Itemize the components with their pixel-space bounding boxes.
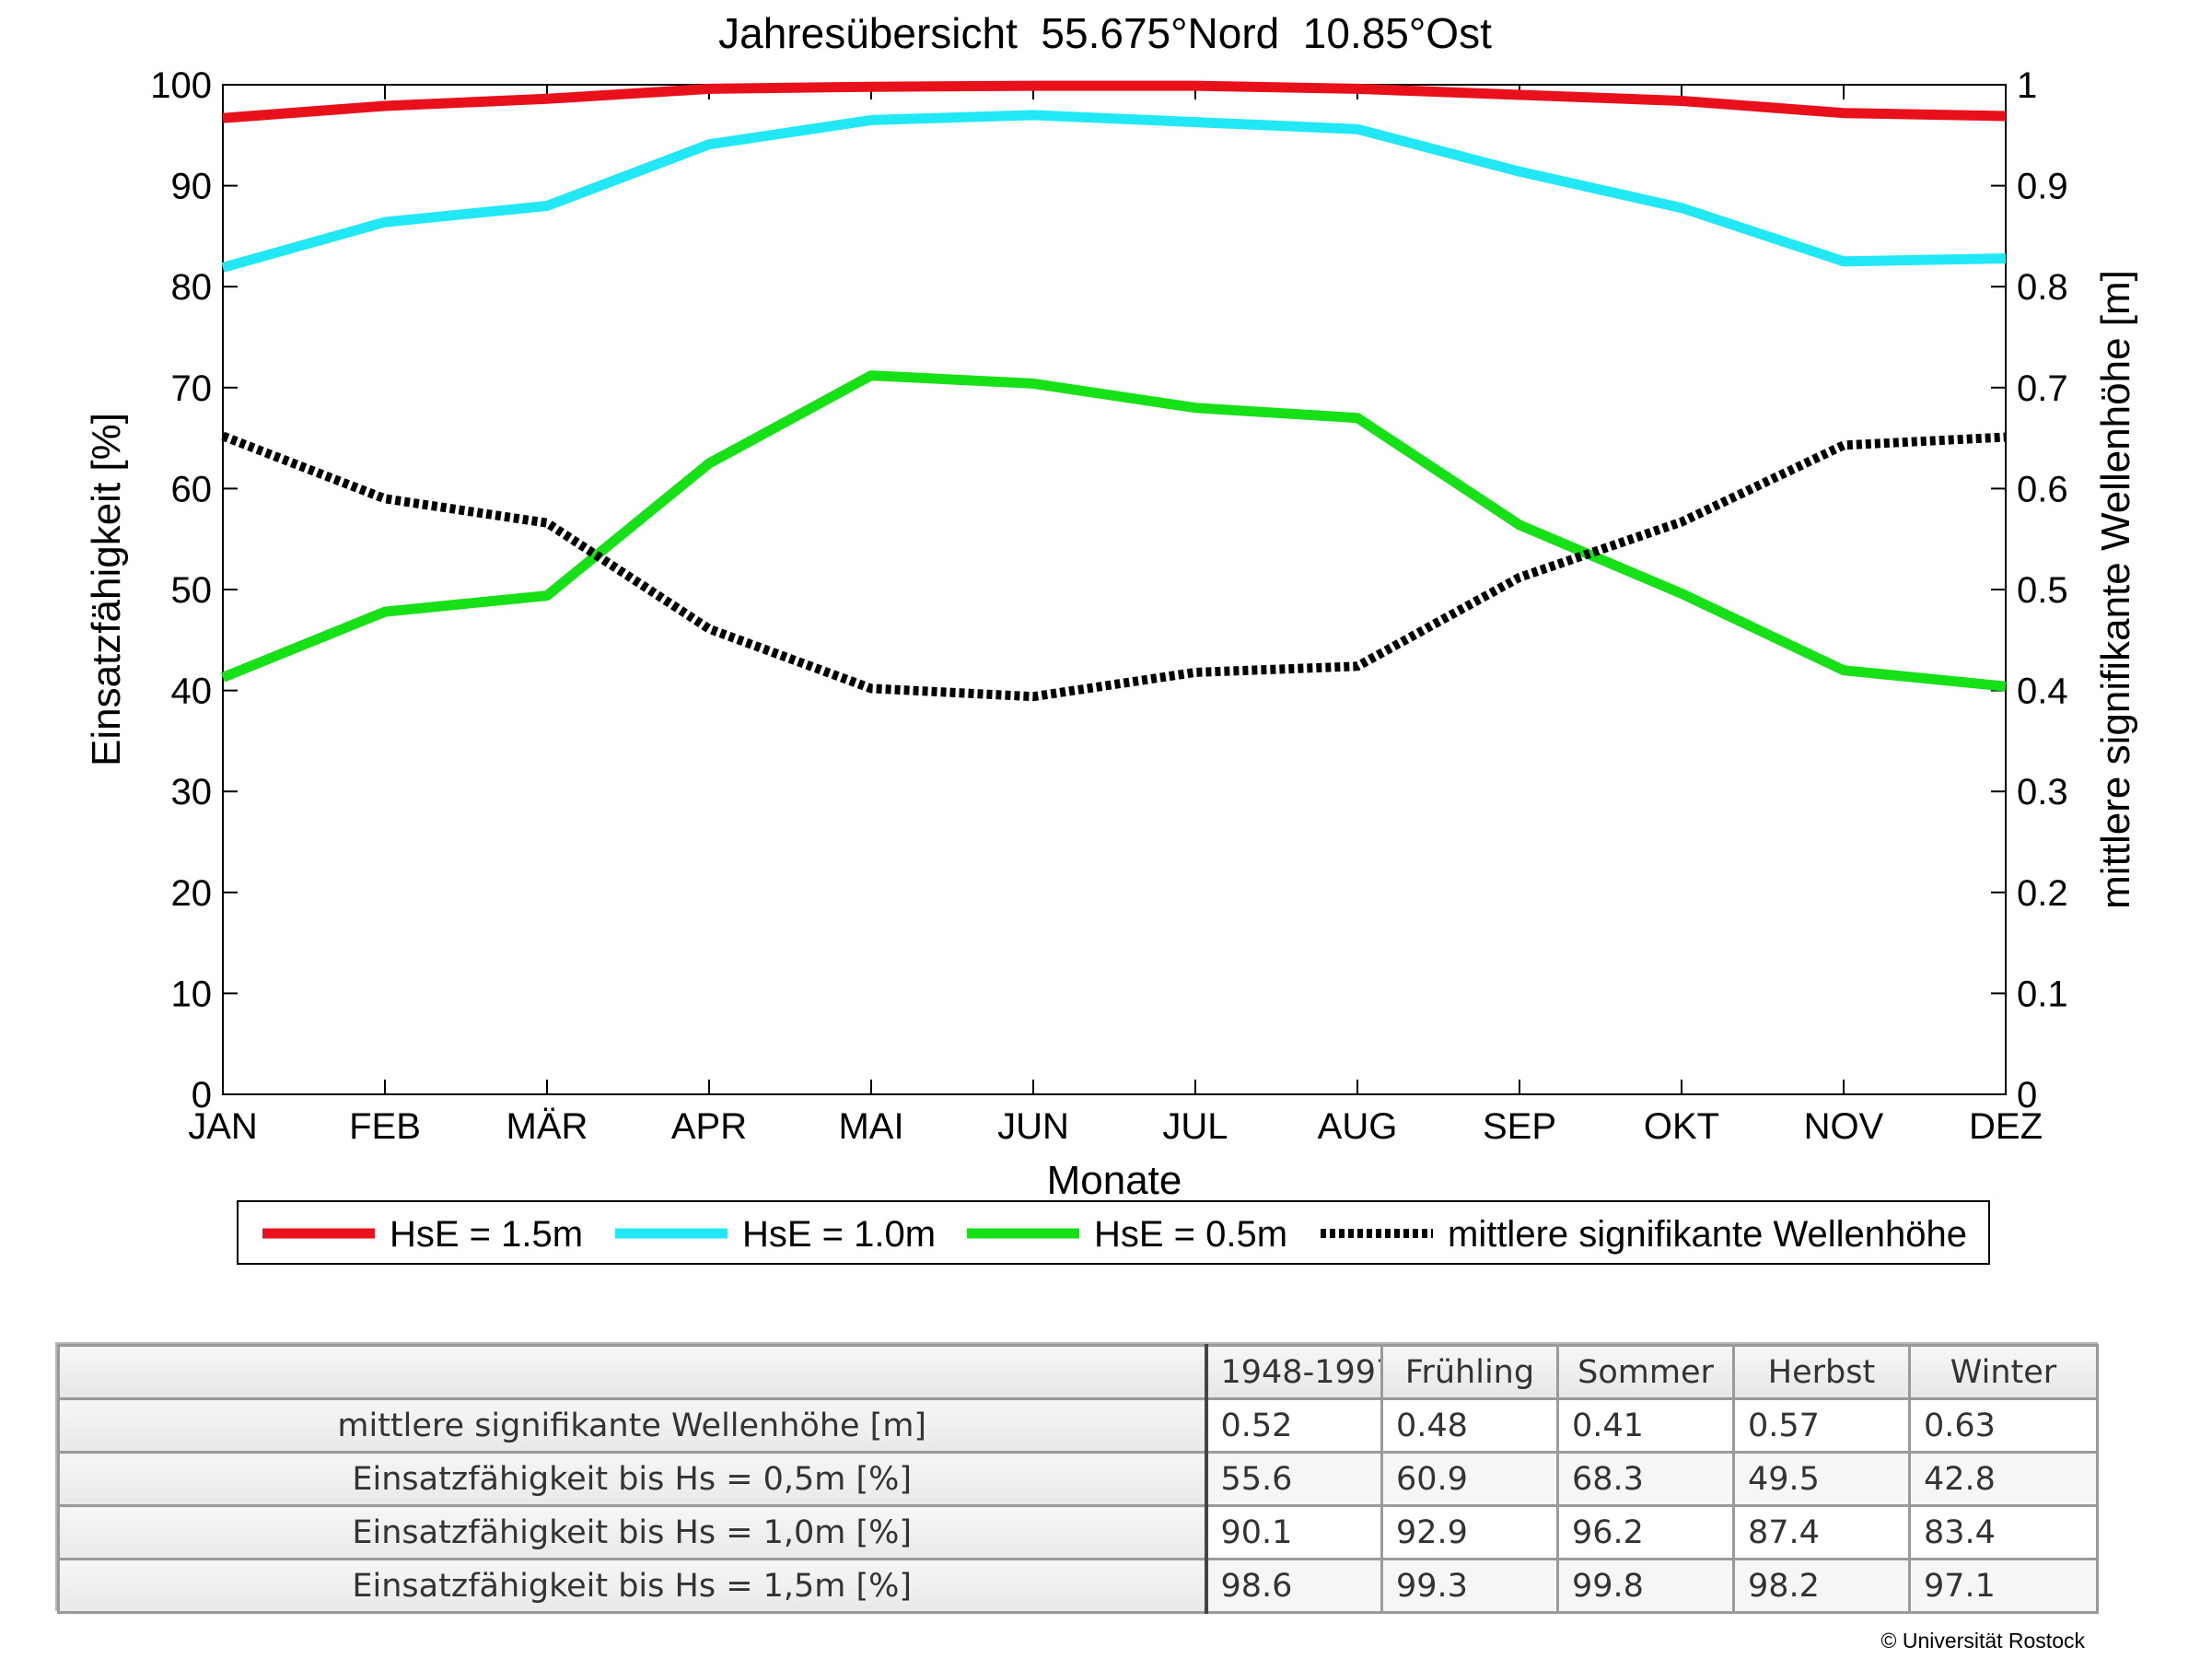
x-tick-label: AUG — [1318, 1106, 1398, 1147]
right-axis-ticks: 0 0.1 0.2 0.3 0.4 0.5 0.6 0.7 0.8 0.9 1 — [1991, 65, 2068, 1116]
x-tick-label: NOV — [1804, 1106, 1884, 1147]
y-tick-label: 100 — [150, 65, 212, 106]
table-row: Einsatzfähigkeit bis Hs = 1,0m [%] 90.1 … — [57, 1504, 2099, 1560]
table-cell: 0.57 — [1732, 1397, 1911, 1454]
summary-table-frame: 1948-1997 Frühling Sommer Herbst Winter … — [55, 1342, 2099, 1614]
series-line-4 — [221, 431, 2007, 702]
table-cell: 0.63 — [1908, 1397, 2099, 1454]
y2-tick-label: 1 — [2017, 65, 2037, 106]
table-cell: 68.3 — [1556, 1451, 1735, 1507]
summary-table: 1948-1997 Frühling Sommer Herbst Winter … — [57, 1344, 2099, 1614]
table-cell: 98.6 — [1205, 1558, 1383, 1614]
table-row-label: Einsatzfähigkeit bis Hs = 0,5m [%] — [57, 1451, 1208, 1507]
table-cell: 99.3 — [1380, 1558, 1559, 1614]
y2-axis-label: mittlere signifikante Wellenhöhe [m] — [2093, 270, 2138, 909]
x-tick-label: JUN — [997, 1106, 1069, 1147]
table-header-spring: Frühling — [1380, 1344, 1559, 1400]
chart-title: Jahresübersicht 55.675°Nord 10.85°Ost — [718, 9, 1492, 57]
table-header-winter: Winter — [1908, 1344, 2099, 1400]
table-row: mittlere signifikante Wellenhöhe [m] 0.5… — [57, 1397, 2099, 1454]
table-row-label: Einsatzfähigkeit bis Hs = 1,0m [%] — [57, 1504, 1208, 1560]
table-row: Einsatzfähigkeit bis Hs = 0,5m [%] 55.6 … — [57, 1451, 2099, 1507]
y2-tick-label: 0.2 — [2017, 873, 2068, 914]
y-tick-label: 70 — [171, 368, 213, 409]
table-cell: 0.52 — [1205, 1397, 1383, 1454]
series-line-1 — [222, 80, 2007, 123]
x-tick-label: MÄR — [506, 1106, 588, 1147]
copyright-note: © Universität Rostock — [1880, 1629, 2085, 1653]
table-cell: 60.9 — [1380, 1451, 1559, 1507]
left-axis-ticks: 0 10 20 30 40 50 60 70 80 90 100 — [150, 65, 238, 1116]
x-tick-label: SEP — [1483, 1106, 1556, 1147]
y2-tick-label: 0.1 — [2017, 974, 2068, 1014]
y-tick-label: 0 — [192, 1075, 212, 1116]
legend-box — [237, 1200, 1990, 1265]
x-tick-label: JUL — [1162, 1106, 1228, 1147]
table-cell: 0.48 — [1380, 1397, 1559, 1454]
table-header-row: 1948-1997 Frühling Sommer Herbst Winter — [57, 1344, 2099, 1400]
y-tick-label: 90 — [171, 167, 213, 207]
table-cell: 87.4 — [1732, 1504, 1911, 1560]
y2-tick-label: 0.6 — [2017, 469, 2068, 509]
plot-area — [222, 84, 2007, 1095]
x-axis-ticks: JAN FEB MÄR APR MAI JUN JUL AUG SEP OKT NOV DEZ — [188, 85, 2043, 1147]
x-tick-label: OKT — [1644, 1106, 1719, 1147]
y-tick-label: 40 — [171, 672, 213, 712]
legend: HsE = 1.5m HsE = 1.0m HsE = 0.5m mittlere s… — [237, 1200, 1990, 1265]
table-row-label: mittlere signifikante Wellenhöhe [m] — [57, 1397, 1208, 1454]
x-tick-label: MAI — [838, 1106, 903, 1147]
table-header-period: 1948-1997 — [1205, 1344, 1383, 1400]
y2-tick-label: 0.4 — [2017, 672, 2068, 712]
y2-tick-label: 0.7 — [2017, 368, 2068, 409]
y2-tick-label: 0.3 — [2017, 772, 2068, 812]
table-header-summer: Sommer — [1556, 1344, 1735, 1400]
y2-tick-label: 0.8 — [2017, 267, 2068, 308]
x-tick-label: JAN — [188, 1106, 258, 1147]
table-cell: 98.2 — [1732, 1558, 1911, 1614]
table-header-autumn: Herbst — [1732, 1344, 1911, 1400]
table-cell: 49.5 — [1732, 1451, 1911, 1507]
table-cell: 0.41 — [1556, 1397, 1735, 1454]
table-header-corner — [57, 1344, 1208, 1400]
y2-tick-label: 0.5 — [2017, 570, 2068, 611]
y-tick-label: 60 — [171, 469, 213, 509]
table-cell: 92.9 — [1380, 1504, 1559, 1560]
x-axis-label: Monate — [1047, 1158, 1182, 1203]
table-cell: 83.4 — [1908, 1504, 2099, 1560]
series-line-2 — [221, 110, 2007, 273]
table-cell: 97.1 — [1908, 1558, 2099, 1614]
y-tick-label: 80 — [171, 267, 213, 308]
series-layer — [220, 80, 2007, 702]
table-cell: 96.2 — [1556, 1504, 1735, 1560]
legend-label-1: HsE = 1.5m — [390, 1214, 583, 1255]
y-tick-label: 50 — [171, 570, 213, 611]
series-line-3 — [220, 370, 2007, 692]
table-row-label: Einsatzfähigkeit bis Hs = 1,5m [%] — [57, 1558, 1208, 1614]
y-axis-label: Einsatzfähigkeit [%] — [84, 413, 129, 766]
y-tick-label: 10 — [171, 974, 213, 1014]
table-row: Einsatzfähigkeit bis Hs = 1,5m [%] 98.6 … — [57, 1558, 2099, 1614]
table-cell: 99.8 — [1556, 1558, 1735, 1614]
legend-label-2: HsE = 1.0m — [742, 1214, 936, 1255]
table-cell: 55.6 — [1205, 1451, 1383, 1507]
table-cell: 42.8 — [1908, 1451, 2099, 1507]
y2-tick-label: 0 — [2017, 1075, 2037, 1116]
legend-items: HsE = 1.5m HsE = 1.0m HsE = 0.5m mittlere s… — [262, 1214, 1967, 1255]
x-tick-label: FEB — [349, 1106, 421, 1147]
y-tick-label: 30 — [171, 772, 213, 812]
x-tick-label: APR — [671, 1106, 747, 1147]
table-cell: 90.1 — [1205, 1504, 1383, 1560]
x-tick-label: DEZ — [1969, 1106, 2043, 1147]
y2-tick-label: 0.9 — [2017, 167, 2068, 207]
legend-label-3: HsE = 0.5m — [1094, 1214, 1287, 1255]
y-tick-label: 20 — [171, 873, 213, 914]
legend-label-4: mittlere signifikante Wellenhöhe — [1448, 1214, 1967, 1255]
